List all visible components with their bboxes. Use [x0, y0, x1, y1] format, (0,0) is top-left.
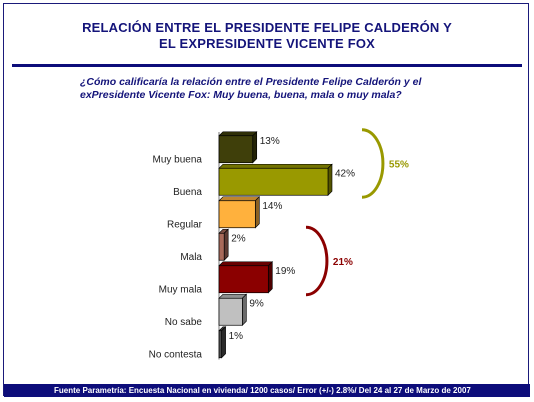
value-label-3: 2% [231, 233, 246, 244]
bar-top-2 [218, 196, 261, 202]
value-label-5: 9% [249, 298, 264, 309]
category-label-3: Mala [180, 252, 202, 263]
bar-4 [218, 265, 269, 294]
value-label-4: 19% [275, 266, 295, 277]
bar-side-1 [327, 163, 333, 196]
group-bracket-0 [361, 128, 385, 199]
category-label-1: Buena [173, 187, 202, 198]
bar-2 [218, 200, 256, 229]
bar-0 [218, 135, 254, 164]
group-label-0: 55% [389, 160, 409, 171]
bar-top-5 [218, 293, 248, 299]
group-bracket-1 [305, 225, 329, 297]
bar-side-4 [268, 261, 273, 294]
bar-side-6 [221, 326, 226, 359]
bar-side-3 [223, 228, 229, 261]
title-line-2: EL EXPRESIDENTE VICENTE FOX [158, 36, 376, 51]
value-label-1: 42% [335, 168, 355, 179]
survey-question: ¿Cómo calificaría la relación entre el P… [80, 76, 500, 102]
value-label-2: 14% [262, 201, 282, 212]
category-label-0: Muy buena [153, 154, 203, 165]
value-label-6: 1% [229, 331, 244, 342]
category-label-6: No contesta [149, 349, 203, 360]
bar-side-2 [255, 196, 260, 229]
bar-5 [218, 297, 243, 326]
source-footer: Fuente Parametría: Encuesta Nacional en … [4, 384, 530, 397]
category-label-2: Regular [167, 219, 203, 230]
question-line-2: exPresidente Vicente Fox: Muy buena, bue… [80, 89, 402, 101]
bar-top-1 [218, 163, 333, 169]
bar-6 [218, 330, 222, 359]
page-title: RELACIÓN ENTRE EL PRESIDENTE FELIPE CALD… [0, 20, 534, 52]
bar-top-4 [218, 261, 274, 267]
question-line-1: ¿Cómo calificaría la relación entre el P… [80, 76, 422, 88]
bar-side-5 [242, 293, 247, 326]
group-label-1: 21% [333, 257, 353, 268]
category-label-5: No sabe [165, 317, 203, 328]
chart-frame [3, 3, 529, 396]
bar-3 [218, 232, 225, 261]
bar-1 [218, 167, 329, 196]
title-divider [12, 64, 522, 67]
category-label-4: Muy mala [159, 284, 203, 295]
title-line-1: RELACIÓN ENTRE EL PRESIDENTE FELIPE CALD… [82, 20, 452, 35]
value-label-0: 13% [260, 136, 280, 147]
bar-side-0 [252, 131, 258, 164]
bar-top-0 [218, 131, 258, 137]
